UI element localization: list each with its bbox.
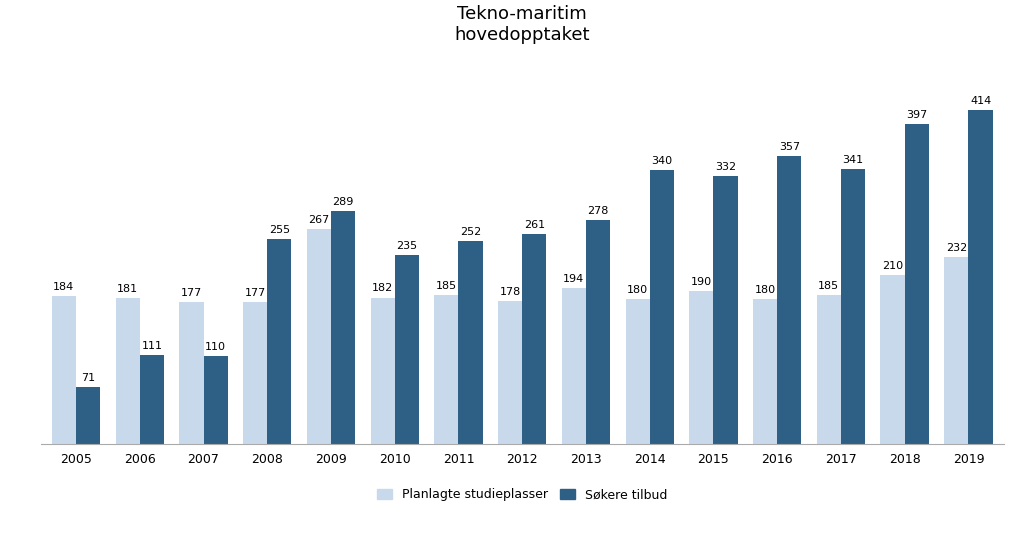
Text: 185: 185 <box>818 281 840 291</box>
Text: 190: 190 <box>691 277 712 287</box>
Bar <box>76 387 100 444</box>
Bar <box>179 301 204 444</box>
Bar <box>689 291 714 444</box>
Bar <box>522 234 547 444</box>
Text: 232: 232 <box>946 243 967 253</box>
Text: 235: 235 <box>396 241 418 251</box>
Text: 332: 332 <box>715 163 736 172</box>
Bar <box>905 124 929 444</box>
Text: 357: 357 <box>779 142 800 152</box>
Text: 261: 261 <box>524 220 545 230</box>
Text: 184: 184 <box>53 282 75 292</box>
Bar <box>52 296 76 444</box>
Bar <box>562 288 586 444</box>
Bar <box>969 110 992 444</box>
Text: 185: 185 <box>436 281 457 291</box>
Bar <box>307 229 331 444</box>
Text: 289: 289 <box>333 197 354 207</box>
Text: 110: 110 <box>205 341 226 352</box>
Text: 397: 397 <box>906 110 928 120</box>
Bar <box>714 177 737 444</box>
Text: 178: 178 <box>500 287 521 296</box>
Bar <box>331 211 355 444</box>
Bar <box>817 295 841 444</box>
Text: 111: 111 <box>141 341 163 351</box>
Text: 210: 210 <box>882 261 903 271</box>
Bar <box>139 355 164 444</box>
Text: 255: 255 <box>269 224 290 235</box>
Bar <box>498 301 522 444</box>
Text: 278: 278 <box>588 206 609 216</box>
Title: Tekno-maritim
hovedopptaket: Tekno-maritim hovedopptaket <box>455 5 590 44</box>
Bar <box>650 170 674 444</box>
Legend: Planlagte studieplasser, Søkere tilbud: Planlagte studieplasser, Søkere tilbud <box>372 483 673 506</box>
Bar <box>243 301 267 444</box>
Text: 181: 181 <box>117 285 138 294</box>
Bar <box>204 356 227 444</box>
Text: 340: 340 <box>651 156 673 166</box>
Bar <box>459 241 482 444</box>
Text: 71: 71 <box>81 373 95 383</box>
Text: 180: 180 <box>627 285 648 295</box>
Bar <box>626 299 650 444</box>
Bar <box>371 298 394 444</box>
Bar <box>116 298 139 444</box>
Text: 341: 341 <box>843 155 863 165</box>
Bar <box>777 156 802 444</box>
Bar <box>586 220 610 444</box>
Bar <box>841 169 865 444</box>
Text: 414: 414 <box>970 96 991 106</box>
Bar <box>434 295 459 444</box>
Text: 177: 177 <box>181 287 202 298</box>
Text: 180: 180 <box>755 285 775 295</box>
Bar <box>753 299 777 444</box>
Text: 252: 252 <box>460 227 481 237</box>
Bar <box>267 238 292 444</box>
Text: 194: 194 <box>563 274 585 284</box>
Text: 267: 267 <box>308 215 330 225</box>
Bar <box>944 257 969 444</box>
Bar <box>881 275 905 444</box>
Text: 182: 182 <box>372 283 393 293</box>
Bar <box>394 255 419 444</box>
Text: 177: 177 <box>245 287 266 298</box>
